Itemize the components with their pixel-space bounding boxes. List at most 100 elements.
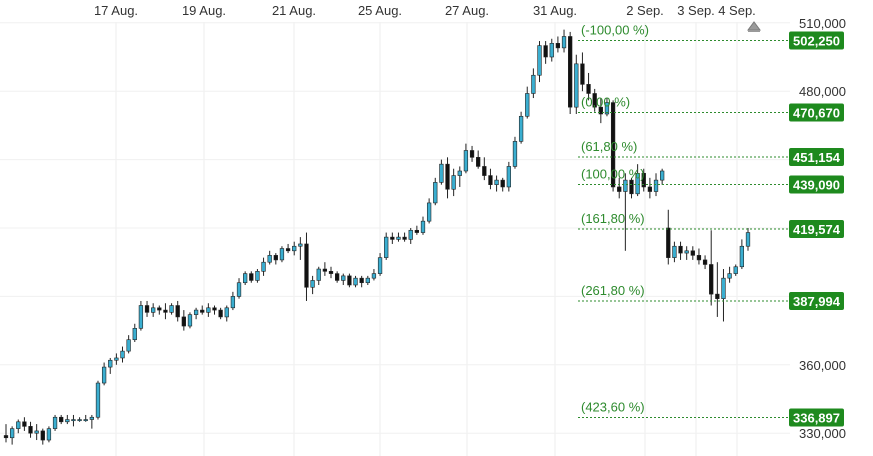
candle-up (206, 307, 211, 313)
fib-value-badge (789, 31, 844, 50)
candle-up (672, 245, 677, 258)
fib-level-label: (100,00 %) (581, 166, 645, 181)
candle-up (9, 428, 15, 439)
candle-down (218, 309, 223, 318)
fibonacci-levels: (-100,00 %) 502,250 (0,00 %) 470,670 (61,80 … (578, 22, 844, 427)
scroll-up-icon[interactable] (747, 21, 761, 32)
candle-down (22, 421, 27, 427)
candle-down (390, 236, 395, 240)
candle-up (451, 175, 456, 190)
candle-up (243, 273, 248, 284)
candle-down (580, 63, 585, 85)
candle-up (561, 36, 567, 49)
candle-down (690, 250, 695, 256)
candle-down (715, 293, 720, 299)
candles (3, 29, 751, 445)
candle-up (187, 314, 193, 327)
candle-up (120, 350, 125, 359)
candle-up (426, 202, 432, 222)
candle-down (328, 271, 334, 274)
candle-down (304, 243, 309, 288)
fib-value-label: 502,250 (793, 33, 840, 48)
candle-up (745, 232, 751, 247)
fib-value-label: 470,670 (793, 105, 840, 120)
fib-level-label: (423,60 %) (581, 399, 645, 414)
candle-up (224, 307, 229, 318)
candle-up (420, 220, 426, 233)
fib-value-badge (789, 175, 844, 194)
candle-up (126, 339, 131, 352)
candle-down (586, 84, 591, 94)
candle-up (457, 170, 462, 176)
candle-down (402, 236, 407, 240)
candle-down (347, 275, 352, 286)
candle-up (377, 257, 383, 274)
y-tick-label: 330,000 (799, 426, 846, 441)
candle-up (660, 170, 665, 181)
candle-up (574, 63, 579, 108)
candle-down (610, 102, 616, 188)
candle-up (316, 268, 321, 281)
candle-down (40, 430, 45, 441)
candle-up (46, 428, 52, 441)
candle-down (249, 273, 254, 281)
candle-up (537, 45, 542, 76)
candle-down (445, 163, 450, 190)
candle-down (568, 36, 573, 108)
candle-down (163, 309, 168, 313)
x-tick-label: 21 Aug. (272, 3, 316, 18)
candle-up (733, 266, 738, 274)
candle-down (322, 268, 328, 272)
candle-down (598, 106, 603, 115)
candle-up (34, 430, 39, 434)
candle-up (267, 255, 272, 263)
candle-up (279, 248, 285, 261)
fib-level-label: (261,80 %) (581, 283, 645, 298)
candle-down (273, 255, 278, 261)
fib-value-label: 336,897 (793, 410, 840, 425)
candle-up (108, 359, 113, 368)
candle-down (629, 179, 634, 195)
fib-level-label: (161,80 %) (581, 211, 645, 226)
candle-down (285, 248, 291, 252)
x-tick-label: 4 Sep. (718, 3, 756, 18)
candle-down (647, 186, 653, 192)
candle-down (144, 305, 150, 313)
candle-up (255, 271, 260, 281)
fib-value-label: 451,154 (793, 150, 841, 165)
candle-down (476, 157, 481, 167)
candle-up (721, 277, 726, 299)
candle-up (310, 280, 315, 288)
candle-up (83, 419, 88, 422)
candle-up (193, 309, 199, 315)
candle-down (592, 93, 597, 108)
fib-value-label: 439,090 (793, 177, 840, 192)
fib-value-label: 387,994 (793, 294, 841, 309)
candle-up (132, 328, 137, 341)
candle-up (512, 141, 518, 167)
candle-down (200, 309, 205, 313)
candle-up (525, 93, 530, 117)
candle-up (52, 416, 58, 429)
candle-down (696, 255, 702, 261)
candle-down (666, 227, 671, 258)
candle-up (341, 275, 346, 281)
fib-level-label: (61,80 %) (581, 139, 637, 154)
candle-up (463, 150, 469, 172)
candle-up (261, 261, 266, 272)
candle-up (604, 102, 610, 115)
candle-down (181, 316, 186, 327)
x-tick-label: 17 Aug. (94, 3, 138, 18)
candle-up (89, 416, 94, 420)
candle-up (292, 245, 297, 252)
fib-value-label: 419,574 (793, 222, 841, 237)
x-tick-label: 27 Aug. (445, 3, 489, 18)
fib-value-badge (789, 291, 844, 310)
x-axis: 17 Aug. 19 Aug. 21 Aug. 25 Aug. 27 Aug. 31 Au… (94, 3, 756, 18)
candle-up (371, 273, 377, 279)
candle-up (396, 236, 401, 240)
candle-up (739, 245, 745, 268)
candle-up (635, 172, 640, 195)
candle-down (702, 259, 708, 265)
